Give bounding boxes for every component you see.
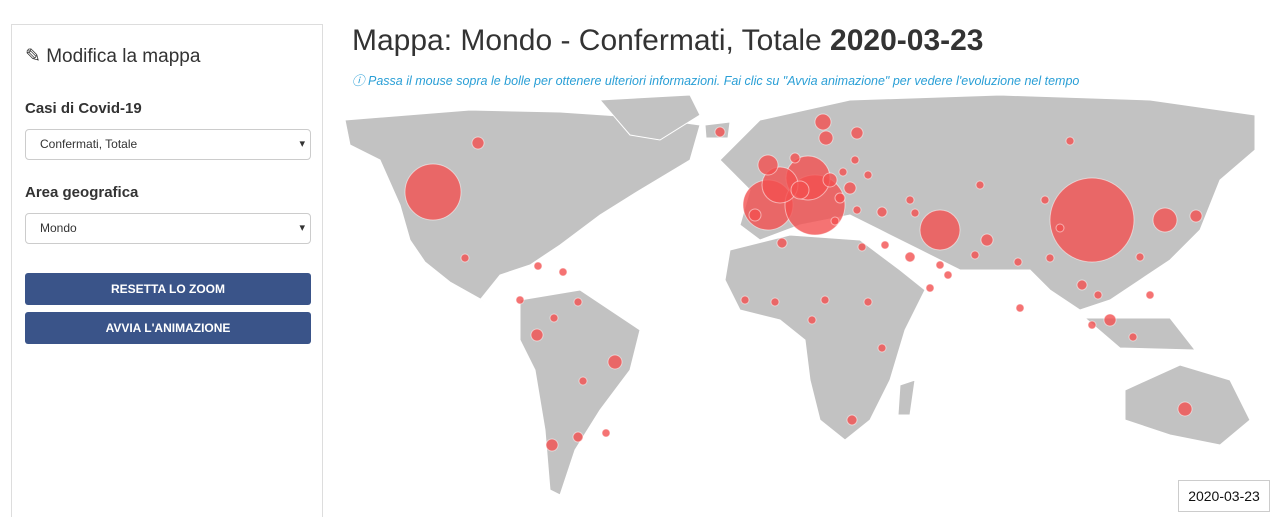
bubble[interactable] (770, 297, 780, 307)
bubble[interactable] (1055, 223, 1065, 233)
bubble[interactable] (876, 206, 888, 218)
bubble[interactable] (919, 209, 961, 251)
bubble[interactable] (880, 240, 890, 250)
bubble[interactable] (846, 414, 858, 426)
bubble[interactable] (843, 181, 857, 195)
bubble[interactable] (572, 431, 584, 443)
button[interactable]: RESETTA LO ZOOM (25, 273, 311, 305)
bubble[interactable] (1135, 252, 1145, 262)
bubble[interactable] (471, 136, 485, 150)
bubble[interactable] (850, 126, 864, 140)
bubble[interactable] (850, 155, 860, 165)
bubble[interactable] (818, 130, 834, 146)
bubble[interactable] (980, 233, 994, 247)
bubble[interactable] (757, 154, 779, 176)
bubble[interactable] (807, 315, 817, 325)
sidebar: ✎ Modifica la mappa Casi di Covid-19 Con… (11, 24, 323, 517)
bubble[interactable] (935, 260, 945, 270)
bubble[interactable] (533, 261, 543, 271)
select[interactable]: Mondo (25, 213, 311, 244)
label: Area geografica (25, 184, 139, 201)
bubble[interactable] (790, 180, 810, 200)
bubble[interactable] (789, 152, 801, 164)
bubble[interactable] (558, 267, 568, 277)
bubble[interactable] (1065, 136, 1075, 146)
bubbles (404, 113, 1203, 452)
bubble[interactable] (1093, 290, 1103, 300)
bubble[interactable] (1076, 279, 1088, 291)
date-badge: 2020-03-23 (1178, 480, 1270, 512)
bubble[interactable] (943, 270, 953, 280)
bubble[interactable] (905, 195, 915, 205)
bubble[interactable] (1128, 332, 1138, 342)
bubble[interactable] (1013, 257, 1023, 267)
bubble[interactable] (1177, 401, 1193, 417)
bubble[interactable] (1049, 177, 1135, 263)
bubble[interactable] (573, 297, 583, 307)
label: Casi di Covid-19 (25, 100, 142, 117)
bubble[interactable] (863, 297, 873, 307)
bubble[interactable] (601, 428, 611, 438)
bubble[interactable] (549, 313, 559, 323)
button[interactable]: AVVIA L'ANIMAZIONE (25, 312, 311, 344)
bubble[interactable] (530, 328, 544, 342)
bubble[interactable] (1103, 313, 1117, 327)
bubble[interactable] (910, 208, 920, 218)
title: Mappa: Mondo - Confermati, Totale 2020-0… (352, 24, 984, 58)
select-value: Confermati, Totale (40, 137, 138, 151)
bubble[interactable] (1189, 209, 1203, 223)
bubble[interactable] (877, 343, 887, 353)
title-text: Mappa: Mondo - Confermati, Totale (352, 24, 822, 57)
bubble[interactable] (460, 253, 470, 263)
info: ⓘ Passa il mouse sopra le bolle per otte… (352, 74, 1080, 88)
bubble[interactable] (925, 283, 935, 293)
bubble[interactable] (1040, 195, 1050, 205)
bubble[interactable] (1015, 303, 1025, 313)
bubble[interactable] (748, 208, 762, 222)
bubble[interactable] (607, 354, 623, 370)
bubble[interactable] (404, 163, 462, 221)
bubble[interactable] (776, 237, 788, 249)
bubble[interactable] (822, 172, 838, 188)
bubble[interactable] (740, 295, 750, 305)
title-date: 2020-03-23 (830, 24, 984, 57)
bubble[interactable] (1045, 253, 1055, 263)
bubble[interactable] (814, 113, 832, 131)
info-text: Passa il mouse sopra le bolle per ottene… (367, 74, 1080, 88)
bubble[interactable] (1152, 207, 1178, 233)
select-value: Mondo (40, 221, 77, 235)
bubble[interactable] (852, 205, 862, 215)
bubble[interactable] (1087, 320, 1097, 330)
bubble[interactable] (838, 167, 848, 177)
bubble[interactable] (714, 126, 726, 138)
bubble[interactable] (975, 180, 985, 190)
bubble[interactable] (834, 192, 846, 204)
bubble[interactable] (515, 295, 525, 305)
bubble[interactable] (857, 242, 867, 252)
bubble[interactable] (1145, 290, 1155, 300)
bubble[interactable] (578, 376, 588, 386)
bubble[interactable] (904, 251, 916, 263)
bubble[interactable] (970, 250, 980, 260)
bubble[interactable] (545, 438, 559, 452)
bubble[interactable] (863, 170, 873, 180)
sidebar-title: ✎ Modifica la mappa (25, 46, 201, 67)
bubble[interactable] (830, 216, 840, 226)
sidebar-title-text: Modifica la mappa (46, 46, 201, 67)
select[interactable]: Confermati, Totale (25, 129, 311, 160)
bubble[interactable] (820, 295, 830, 305)
